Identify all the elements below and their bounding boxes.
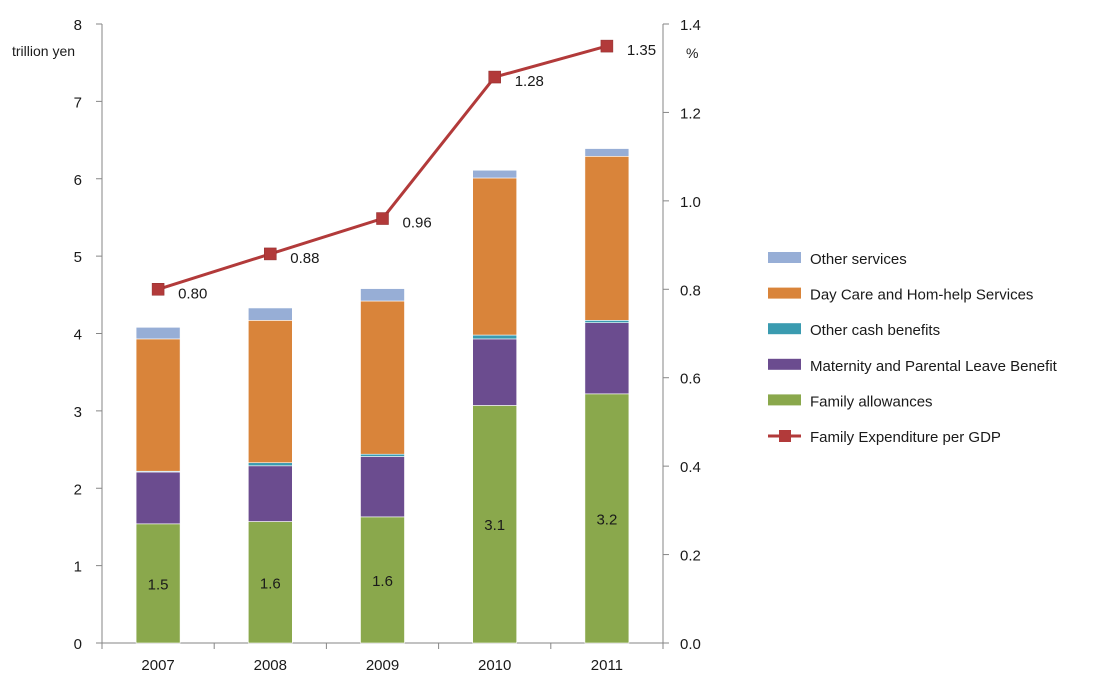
legend-swatch xyxy=(768,394,801,406)
right-axis-tick-label: 1.0 xyxy=(680,194,701,211)
x-axis-tick-label: 2007 xyxy=(141,657,174,674)
bar-data-label: 1.5 xyxy=(148,576,169,593)
bar-data-label: 1.6 xyxy=(260,575,281,592)
legend-label: Day Care and Hom-help Services xyxy=(810,287,1033,304)
chart-legend: Other services Day Care and Hom-help Serv… xyxy=(768,251,1058,446)
bar-segment xyxy=(248,465,293,522)
bar-segment xyxy=(472,177,518,336)
bar-segment xyxy=(248,320,293,464)
left-axis-tick-label: 5 xyxy=(74,249,82,266)
bar-data-label: 3.2 xyxy=(596,511,617,528)
chart-axes: 0 1 2 3 4 5 6 7 8 0.0 0.2 0.4 0.6 0.8 1.0 1.2 1.4 2007 200… xyxy=(12,17,701,674)
right-axis-tick-label: 0.4 xyxy=(680,459,701,476)
bar-segment xyxy=(584,320,630,323)
left-axis-tick-label: 0 xyxy=(74,636,82,653)
right-axis-unit: % xyxy=(686,45,698,61)
left-axis-tick-label: 3 xyxy=(74,404,82,421)
left-axis-tick-label: 1 xyxy=(74,559,82,576)
bar-segment xyxy=(248,521,293,644)
stacked-bars: 1.5 1.6 1.6 3.1 3.2 xyxy=(135,148,630,644)
bar-segment xyxy=(584,148,630,157)
left-axis-tick-label: 2 xyxy=(74,481,82,498)
x-axis-tick-label: 2011 xyxy=(591,657,623,674)
left-axis-tick-label: 7 xyxy=(74,94,82,111)
gdp-data-label: 0.80 xyxy=(178,285,207,302)
gdp-line-marker xyxy=(376,212,389,225)
legend-swatch xyxy=(768,358,801,370)
bar-segment xyxy=(360,516,405,644)
x-axis-tick-label: 2009 xyxy=(366,657,399,674)
bar-segment xyxy=(472,405,518,644)
bar-segment xyxy=(360,288,405,302)
right-axis-tick-label: 0.6 xyxy=(680,371,701,388)
bar-segment xyxy=(248,462,293,467)
gdp-data-label: 0.88 xyxy=(290,250,319,267)
bar-segment xyxy=(472,334,518,340)
left-axis-unit: trillion yen xyxy=(12,43,75,59)
right-axis-tick-label: 0.8 xyxy=(680,282,701,299)
legend-label: Other services xyxy=(810,251,907,268)
right-axis-tick-label: 1.2 xyxy=(680,105,701,122)
bar-segment xyxy=(135,471,181,525)
legend-label: Maternity and Parental Leave Benefit xyxy=(810,358,1058,375)
legend-label: Family Expenditure per GDP xyxy=(810,429,1001,446)
bar-segment xyxy=(135,338,181,472)
gdp-data-label: 0.96 xyxy=(403,215,432,232)
right-axis-tick-label: 1.4 xyxy=(680,17,701,34)
bar-segment xyxy=(584,156,630,321)
left-axis-tick-label: 4 xyxy=(74,327,82,344)
gdp-line-marker xyxy=(264,247,277,261)
x-axis-tick-label: 2008 xyxy=(254,657,287,674)
bar-data-label: 3.1 xyxy=(484,517,505,534)
gdp-line-series: 0.80 0.88 0.96 1.28 1.35 xyxy=(151,39,656,302)
gdp-line-marker xyxy=(151,283,165,296)
bar-segment xyxy=(472,169,518,179)
bar-segment xyxy=(360,300,405,455)
bar-segment xyxy=(472,338,518,406)
bar-segment xyxy=(360,453,405,457)
left-axis-tick-label: 6 xyxy=(74,172,82,189)
bar-segment xyxy=(248,307,293,321)
legend-marker-swatch xyxy=(779,430,791,442)
right-axis-tick-label: 0.2 xyxy=(680,548,701,565)
bar-segment xyxy=(584,322,630,395)
legend-swatch xyxy=(768,323,801,335)
legend-label: Family allowances xyxy=(810,393,933,410)
gdp-data-label: 1.35 xyxy=(627,42,656,59)
legend-swatch xyxy=(768,287,801,299)
right-axis-tick-label: 0.0 xyxy=(680,636,701,653)
legend-label: Other cash benefits xyxy=(810,322,940,339)
bar-segment xyxy=(360,456,405,518)
gdp-line-marker xyxy=(600,39,614,53)
legend-swatch xyxy=(768,252,801,263)
left-axis-tick-label: 8 xyxy=(74,17,82,34)
bar-segment xyxy=(135,523,181,644)
gdp-line-marker xyxy=(488,70,501,84)
bar-data-label: 1.6 xyxy=(372,573,393,590)
bar-segment xyxy=(135,327,181,340)
gdp-data-label: 1.28 xyxy=(515,73,544,90)
x-axis-tick-label: 2010 xyxy=(478,657,511,674)
